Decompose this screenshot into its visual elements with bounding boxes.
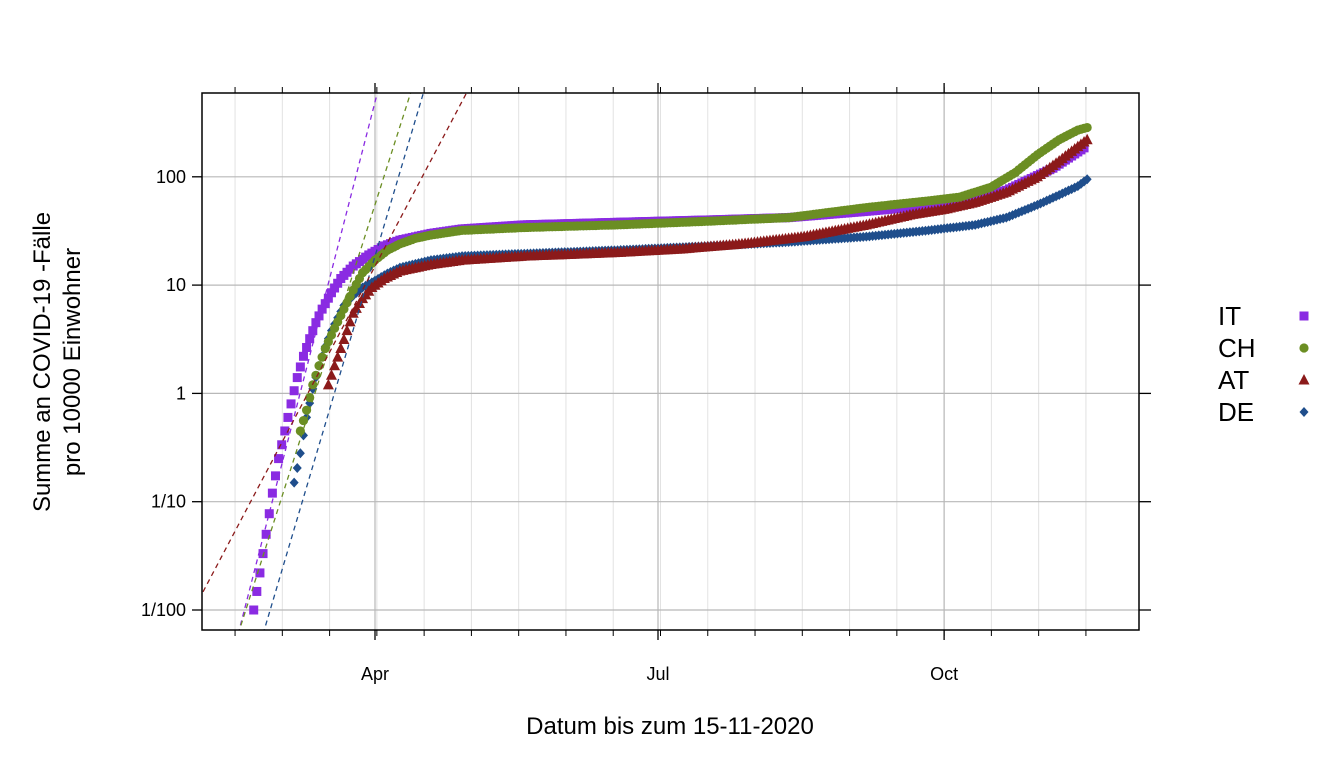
plot-frame	[201, 92, 1140, 631]
y-axis-title-line1: Summe an COVID-19 -Fälle	[29, 212, 56, 512]
x-tick-labels: Apr Jul Oct	[361, 664, 958, 684]
data-point-at	[329, 359, 341, 371]
legend-label-de: DE	[1218, 397, 1254, 427]
fit-line-0	[238, 93, 378, 630]
data-point-it	[320, 299, 330, 309]
data-point-ch	[1082, 122, 1092, 133]
data-point-at	[322, 378, 334, 390]
data-point-ch	[305, 392, 315, 403]
legend-label-ch: CH	[1218, 333, 1256, 363]
series-ch	[295, 122, 1092, 436]
data-point-it	[274, 454, 284, 464]
data-point-at	[1081, 133, 1093, 145]
grid-minor-lines	[234, 93, 1087, 630]
data-point-it	[302, 343, 312, 353]
legend-marker-ch	[1299, 343, 1309, 353]
data-point-de	[295, 448, 305, 459]
data-point-at	[344, 315, 356, 327]
legend-label-it: IT	[1218, 301, 1241, 331]
data-point-it	[261, 529, 271, 539]
data-point-it	[270, 471, 280, 481]
data-point-at	[332, 351, 344, 362]
data-point-it	[314, 311, 324, 321]
y-tick-label: 1	[176, 383, 186, 403]
y-tick-label: 10	[166, 275, 186, 295]
data-point-de	[1082, 174, 1092, 185]
data-point-de	[292, 462, 302, 473]
data-point-de	[289, 477, 299, 488]
data-point-ch	[301, 405, 312, 415]
legend-marker-it	[1299, 311, 1309, 321]
data-point-it	[264, 509, 274, 519]
data-point-at	[341, 324, 353, 336]
data-point-ch	[298, 415, 309, 426]
fit-lines-layer	[202, 93, 468, 630]
data-point-it	[323, 293, 333, 303]
data-point-it	[249, 605, 259, 615]
series-at	[322, 133, 1093, 390]
data-point-it	[330, 283, 340, 293]
data-point-it	[277, 440, 287, 450]
data-point-it	[289, 386, 299, 396]
data-point-it	[252, 586, 262, 596]
x-tick-label: Jul	[646, 664, 669, 684]
data-point-it	[295, 362, 305, 372]
data-point-ch	[311, 370, 321, 380]
legend-label-at: AT	[1218, 365, 1249, 395]
legend-marker-de	[1299, 407, 1309, 417]
fit-line-1	[238, 93, 412, 630]
data-point-it	[258, 549, 268, 559]
data-point-it	[326, 288, 336, 298]
series-layer	[249, 122, 1093, 615]
y-tick-label: 100	[156, 167, 186, 187]
y-tick-label: 1/10	[151, 492, 186, 512]
data-point-it	[305, 334, 315, 344]
data-point-it	[280, 426, 290, 436]
data-point-it	[298, 351, 308, 361]
data-point-it	[308, 326, 318, 336]
data-point-it	[255, 568, 265, 578]
fit-line-3	[202, 93, 468, 596]
data-point-at	[325, 369, 337, 380]
data-point-at	[338, 333, 350, 345]
x-axis-title: Datum bis zum 15-11-2020	[526, 713, 814, 740]
data-point-ch	[317, 352, 327, 362]
x-tick-label: Oct	[930, 664, 958, 684]
y-tick-labels: 100 10 1 1/10 1/100	[141, 167, 186, 620]
data-point-it	[311, 318, 321, 328]
y-tick-label: 1/100	[141, 600, 186, 620]
data-point-it	[292, 373, 302, 383]
data-point-at	[335, 342, 347, 353]
data-point-it	[283, 412, 293, 422]
axis-ticks	[192, 83, 1151, 640]
data-point-it	[267, 488, 277, 498]
data-point-it	[333, 278, 343, 288]
data-point-it	[286, 399, 296, 409]
y-axis-title-line2: pro 10000 Einwohner	[59, 248, 86, 476]
legend-marker-at	[1298, 374, 1310, 385]
x-tick-label: Apr	[361, 664, 389, 684]
fit-line-2	[263, 93, 425, 630]
